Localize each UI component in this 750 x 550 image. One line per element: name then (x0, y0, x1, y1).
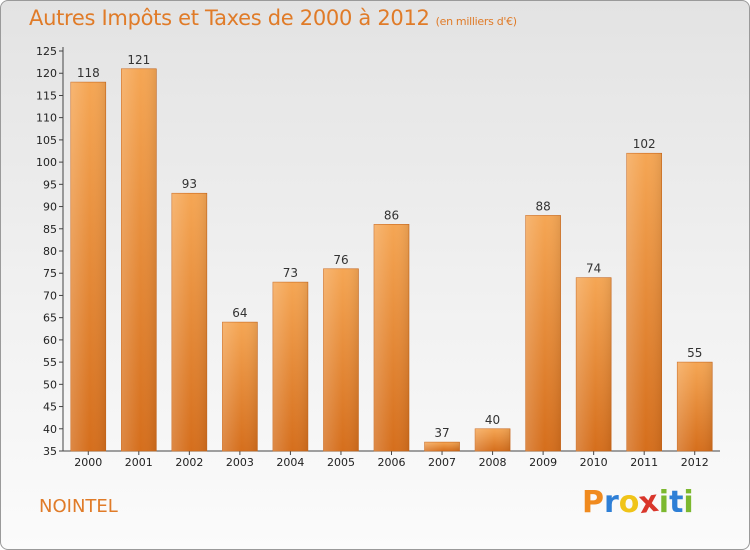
data-label: 121 (127, 53, 150, 67)
y-tick-label: 55 (43, 356, 57, 369)
x-tick-label: 2003 (226, 456, 254, 469)
logo-letter: P (582, 485, 604, 520)
bar-shade (525, 215, 561, 451)
bar-shade (70, 82, 106, 451)
x-tick-label: 2006 (378, 456, 406, 469)
y-tick-label: 100 (36, 156, 57, 169)
x-tick-label: 2004 (276, 456, 304, 469)
bar-shade (374, 224, 409, 451)
bar-shade (576, 277, 612, 451)
y-tick-label: 75 (43, 267, 57, 280)
chart-unit: (en milliers d'€) (435, 15, 517, 28)
x-tick-label: 2012 (681, 456, 709, 469)
y-tick-label: 40 (43, 423, 57, 436)
y-tick-label: 65 (43, 312, 57, 325)
data-label: 37 (434, 426, 449, 440)
data-label: 76 (333, 253, 348, 267)
data-label: 40 (485, 413, 500, 427)
commune-name: NOINTEL (39, 496, 118, 517)
y-tick-label: 125 (36, 45, 57, 58)
x-tick-label: 2009 (529, 456, 557, 469)
y-tick-label: 60 (43, 334, 57, 347)
chart-title-text: Autres Impôts et Taxes de 2000 à 2012 (29, 6, 430, 30)
x-tick-label: 2005 (327, 456, 355, 469)
logo-letter: x (637, 483, 662, 522)
proxiti-logo: Proxiti (582, 483, 694, 522)
y-tick-label: 80 (43, 245, 57, 258)
logo-letter: t (669, 485, 684, 520)
bar-shade (677, 362, 713, 451)
data-label: 55 (687, 346, 702, 360)
x-tick-label: 2000 (74, 456, 102, 469)
y-axis: 35 40 45 50 55 60 65 70 75 80 85 90 95 100 105 110 115 12… (36, 45, 64, 458)
bar-shade (121, 68, 157, 452)
y-tick-label: 85 (43, 223, 57, 236)
x-tick-label: 2010 (580, 456, 608, 469)
bar-shade (171, 193, 207, 451)
logo-letter: i (683, 485, 694, 520)
x-tick-label: 2002 (175, 456, 203, 469)
data-label: 73 (283, 266, 298, 280)
bar-shade (424, 442, 460, 451)
y-tick-label: 45 (43, 401, 57, 414)
x-tick-label: 2008 (479, 456, 507, 469)
data-label: 74 (586, 262, 601, 276)
logo-letter: r (604, 485, 619, 520)
chart-title: Autres Impôts et Taxes de 2000 à 2012 (en… (29, 6, 517, 30)
bar-shade (222, 322, 258, 451)
y-tick-label: 95 (43, 178, 57, 191)
data-label: 118 (77, 66, 100, 80)
y-tick-label: 105 (36, 134, 57, 147)
y-tick-label: 35 (43, 445, 57, 458)
data-label: 88 (535, 199, 550, 213)
data-label: 102 (633, 137, 656, 151)
x-tick-label: 2007 (428, 456, 456, 469)
x-axis: 2000 2001 2002 2003 2004 2005 2006 2007 2008 2009… (63, 450, 720, 469)
bar-shade (475, 428, 511, 451)
x-tick-label: 2011 (630, 456, 658, 469)
data-label: 93 (182, 177, 197, 191)
y-tick-label: 110 (36, 112, 57, 125)
logo-letter: o (618, 485, 640, 520)
data-label: 86 (384, 208, 399, 222)
y-tick-label: 115 (36, 89, 57, 102)
bar-series: 118 121 93 64 73 76 86 37 40 88 74 102 55 (70, 53, 713, 452)
bar-shade (323, 268, 359, 451)
y-tick-label: 120 (36, 67, 57, 80)
bar-shade (626, 153, 662, 451)
y-tick-label: 90 (43, 201, 57, 214)
data-label: 64 (232, 306, 247, 320)
x-tick-label: 2001 (125, 456, 153, 469)
logo-letter: i (658, 485, 670, 520)
y-tick-label: 50 (43, 378, 57, 391)
y-tick-label: 70 (43, 289, 57, 302)
bar-shade (272, 282, 308, 451)
